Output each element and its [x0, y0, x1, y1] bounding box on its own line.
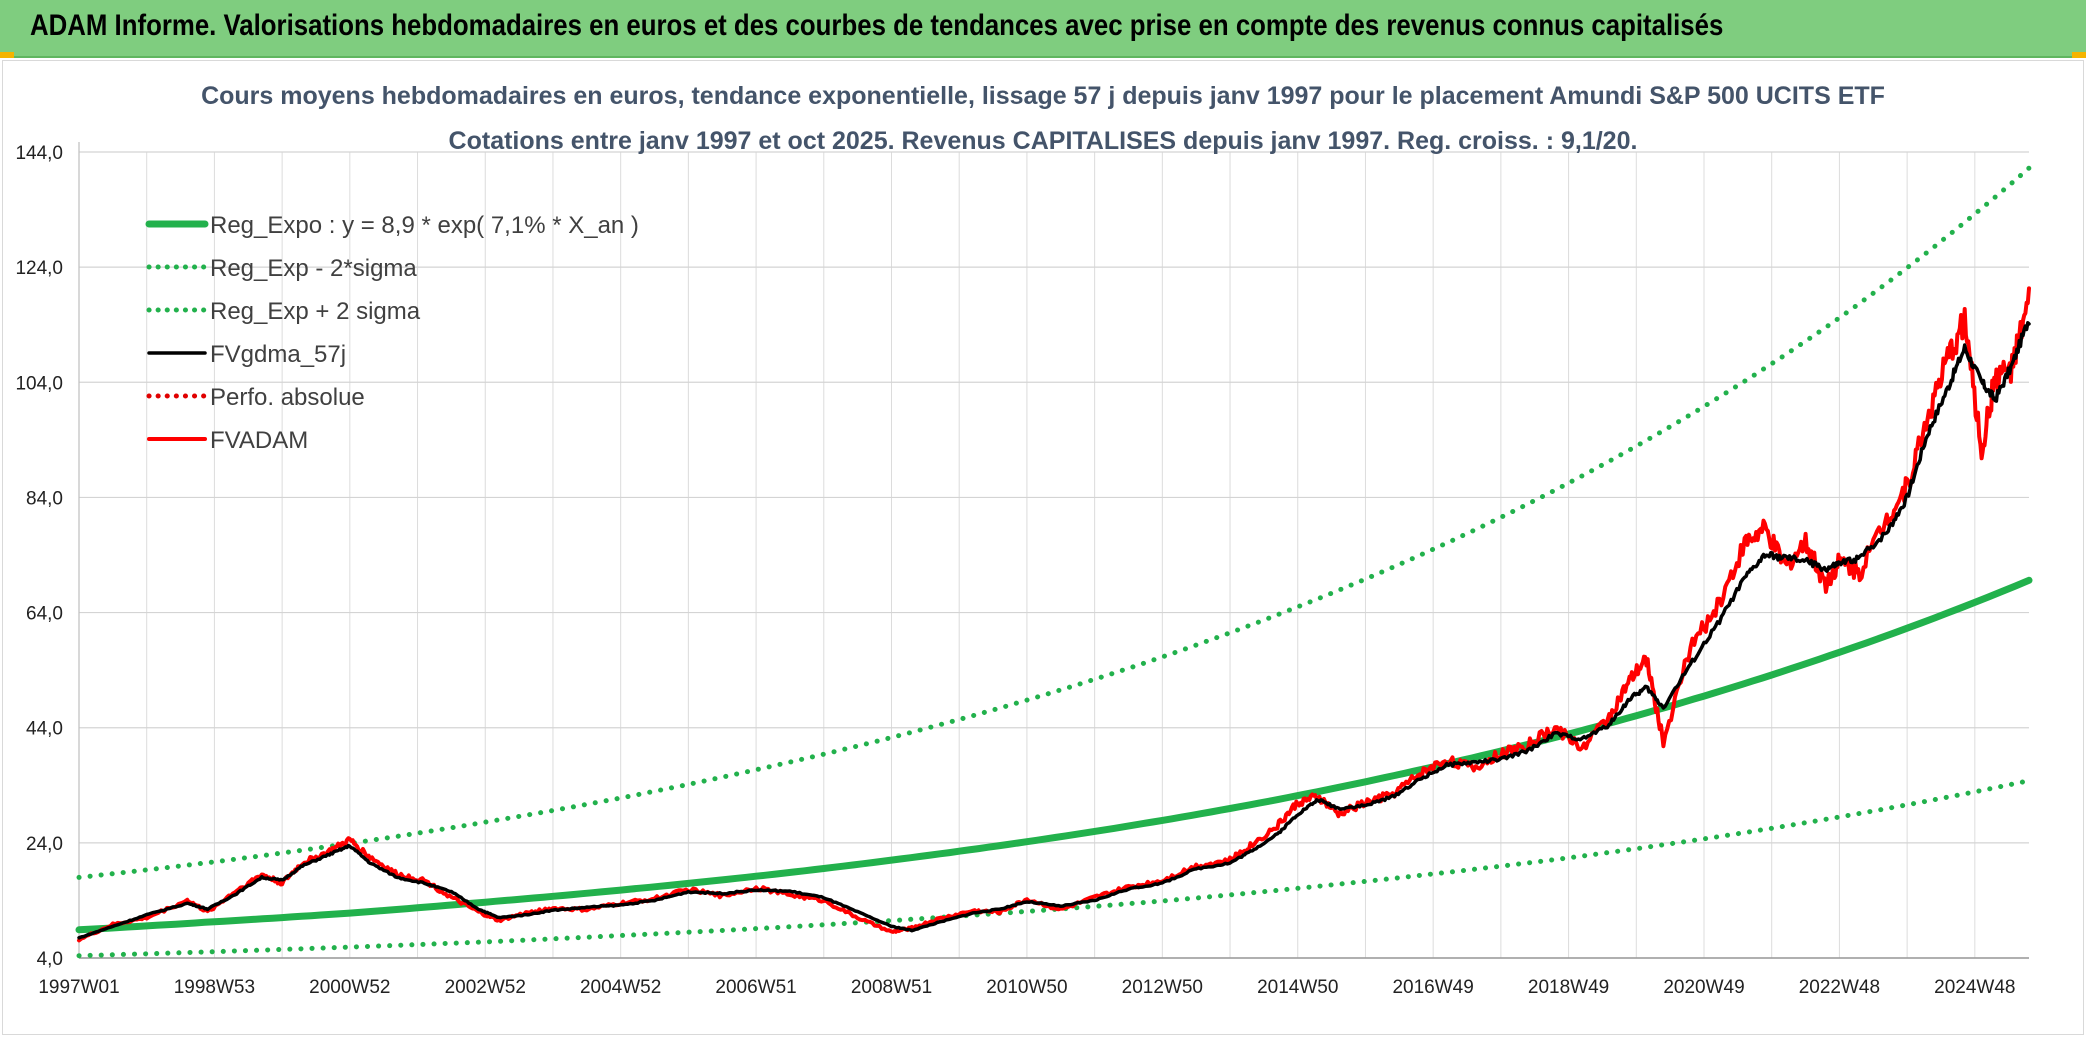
- x-tick-label: 2022W48: [1799, 977, 1880, 998]
- y-tick-label: 84,0: [26, 488, 63, 509]
- y-tick-label: 4,0: [37, 949, 63, 970]
- x-tick-label: 2014W50: [1257, 977, 1338, 998]
- x-tick-label: 2018W49: [1528, 977, 1609, 998]
- gridlines: [78, 151, 2029, 959]
- x-tick-label: 2004W52: [580, 977, 661, 998]
- x-tick-label: 2012W50: [1122, 977, 1203, 998]
- x-tick-label: 2016W49: [1392, 977, 1473, 998]
- series-line-3: [77, 321, 2031, 940]
- x-tick-label: 2002W52: [445, 977, 526, 998]
- corner-mark-left: [0, 52, 14, 58]
- x-tick-label: 2008W51: [851, 977, 932, 998]
- series-line-0: [75, 576, 2033, 934]
- x-tick-label: 2000W52: [309, 977, 390, 998]
- series-line-1: [76, 778, 2032, 959]
- y-tick-label: 104,0: [15, 373, 63, 394]
- y-tick-label: 124,0: [15, 258, 63, 279]
- chart-svg: 4,0 24,0 44,0 64,0 84,0 104,0 124,0 144,0 1997W0…: [15, 82, 2033, 998]
- header-banner: ADAM Informe. Valorisations hebdomadaire…: [0, 0, 2086, 58]
- series-line-2: [76, 165, 2032, 880]
- x-tick-label: 1998W53: [174, 977, 255, 998]
- y-tick-label: 44,0: [26, 719, 63, 740]
- legend-label: FVgdma_57j: [210, 341, 346, 368]
- series-group: [75, 165, 2033, 959]
- legend: [145, 220, 209, 441]
- y-tick-label: 24,0: [26, 834, 63, 855]
- x-tick-label: 2020W49: [1663, 977, 1744, 998]
- chart-frame: 4,0 24,0 44,0 64,0 84,0 104,0 124,0 144,0 1997W0…: [2, 60, 2084, 1035]
- banner-title: ADAM Informe. Valorisations hebdomadaire…: [30, 9, 1724, 42]
- corner-mark-right: [2072, 52, 2086, 58]
- legend-label: Reg_Expo : y = 8,9 * exp( 7,1% * X_an ): [210, 212, 639, 239]
- chart-subtitle: Cotations entre janv 1997 et oct 2025. R…: [449, 127, 1638, 155]
- legend-label: FVADAM: [210, 427, 308, 454]
- legend-label: Reg_Exp + 2 sigma: [210, 298, 421, 325]
- x-tick-label: 2006W51: [715, 977, 796, 998]
- x-tick-label: 1997W01: [38, 977, 119, 998]
- chart-title: Cours moyens hebdomadaires en euros, ten…: [201, 82, 1885, 110]
- legend-label: Reg_Exp - 2*sigma: [210, 255, 417, 282]
- y-tick-label: 144,0: [15, 143, 63, 164]
- y-tick-label: 64,0: [26, 604, 63, 625]
- x-tick-label: 2024W48: [1934, 977, 2015, 998]
- legend-label: Perfo. absolue: [210, 384, 365, 411]
- x-tick-label: 2010W50: [986, 977, 1067, 998]
